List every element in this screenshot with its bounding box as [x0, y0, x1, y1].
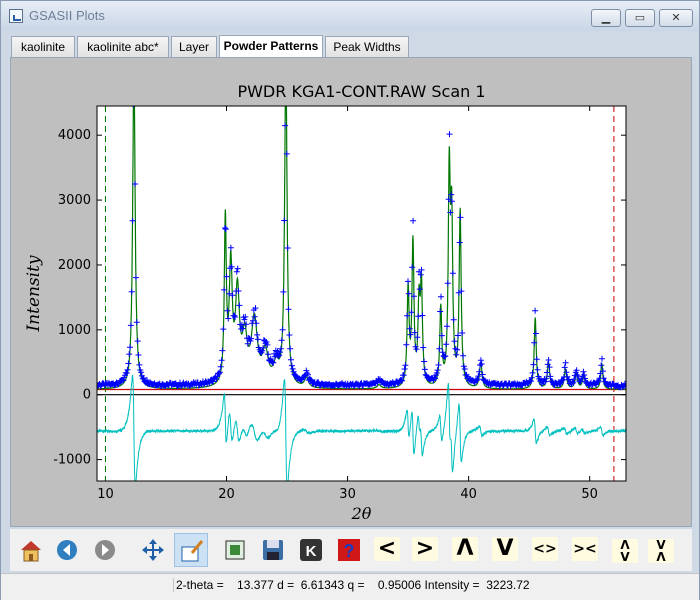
configure-subplots-icon — [225, 540, 245, 560]
y-axis-label: Intensity — [24, 255, 44, 332]
y-tick-label: -1000 — [53, 453, 91, 468]
chart-title: PWDR KGA1-CONT.RAW Scan 1 — [237, 82, 485, 101]
close-icon: ✕ — [671, 12, 681, 24]
shrink-x-button[interactable]: >< — [568, 533, 602, 567]
back-arrow-icon — [57, 540, 77, 560]
help-icon: ? — [338, 539, 360, 561]
plot-canvas[interactable]: 10 20 30 40 50 -1000 0 1000 2000 3000 4000 PWDR KGA… — [10, 57, 692, 527]
key-button[interactable]: K — [294, 533, 328, 567]
shift-down-button[interactable]: V — [488, 533, 522, 567]
minimize-icon: ▁ — [601, 12, 611, 24]
shift-up-button[interactable]: Λ — [448, 533, 482, 567]
back-arrow-button[interactable] — [50, 533, 84, 567]
save-button[interactable] — [256, 533, 290, 567]
tab-peak-widths[interactable]: Peak Widths — [325, 36, 409, 57]
y-tick-label: 4000 — [58, 128, 91, 143]
y-tick-label: 3000 — [58, 193, 91, 208]
y-tick-label: 1000 — [58, 323, 91, 338]
svg-text:?: ? — [344, 541, 355, 561]
shift-down-icon: V — [492, 537, 518, 561]
app-icon — [9, 9, 23, 23]
configure-subplots-button[interactable] — [218, 533, 252, 567]
shift-left-button[interactable]: < — [370, 533, 404, 567]
observed-points — [97, 106, 626, 391]
y-tick-label: 2000 — [58, 258, 91, 273]
x-tick-label: 30 — [339, 487, 356, 502]
tab-powder-patterns[interactable]: Powder Patterns — [219, 35, 323, 58]
help-button[interactable]: ? — [332, 533, 366, 567]
y-tick-label: 0 — [83, 388, 91, 403]
svg-text:K: K — [306, 543, 317, 560]
expand-x-button[interactable]: <> — [528, 533, 562, 567]
pan-button[interactable] — [136, 533, 170, 567]
difference-curve — [97, 374, 626, 481]
powder-pattern-chart[interactable]: 10 20 30 40 50 -1000 0 1000 2000 3000 4000 PWDR KGA… — [11, 58, 691, 526]
series-group — [97, 106, 626, 481]
x-tick-label: 50 — [581, 487, 598, 502]
title-bar[interactable]: GSASII Plots ▁ ▭ ✕ — [1, 1, 699, 31]
zoom-rect-button[interactable] — [174, 533, 208, 567]
key-icon: K — [300, 539, 322, 561]
tab-kaolinite[interactable]: kaolinite — [11, 36, 75, 57]
maximize-icon: ▭ — [634, 12, 646, 24]
plot-frame — [96, 105, 627, 482]
plot-area — [97, 106, 626, 481]
shrink-y-icon: V Λ — [648, 539, 674, 563]
shift-left-icon: < — [374, 537, 400, 561]
x-tick-label: 20 — [218, 487, 235, 502]
minimize-button[interactable]: ▁ — [591, 9, 621, 27]
zoom-rect-icon — [181, 540, 204, 562]
shrink-x-icon: >< — [572, 537, 598, 561]
calculated-curve — [97, 106, 626, 390]
cursor-readout: 2-theta = 13.377 d = 6.61343 q = 0.95006… — [173, 578, 530, 592]
expand-x-icon: <> — [532, 537, 558, 561]
shift-right-icon: > — [412, 537, 438, 561]
shift-right-button[interactable]: > — [408, 533, 442, 567]
status-bar: 2-theta = 13.377 d = 6.61343 q = 0.95006… — [1, 573, 699, 600]
shrink-y-button[interactable]: V Λ — [644, 533, 678, 567]
window-title: GSASII Plots — [29, 8, 105, 23]
shift-up-icon: Λ — [452, 537, 478, 561]
forward-arrow-button[interactable] — [88, 533, 122, 567]
tab-layer[interactable]: Layer — [171, 36, 217, 57]
home-icon — [21, 541, 41, 562]
x-axis-label: 2θ — [351, 504, 372, 523]
close-button[interactable]: ✕ — [659, 9, 693, 27]
x-tick-label: 40 — [460, 487, 477, 502]
save-icon — [263, 540, 283, 560]
forward-arrow-icon — [95, 540, 115, 560]
maximize-button[interactable]: ▭ — [625, 9, 655, 27]
expand-y-button[interactable]: Λ V — [608, 533, 642, 567]
home-button[interactable] — [14, 533, 48, 567]
expand-y-icon: Λ V — [612, 539, 638, 563]
tab-kaolinite-abc[interactable]: kaolinite abc* — [77, 36, 169, 57]
pan-icon — [142, 539, 164, 561]
x-tick-label: 10 — [97, 487, 114, 502]
